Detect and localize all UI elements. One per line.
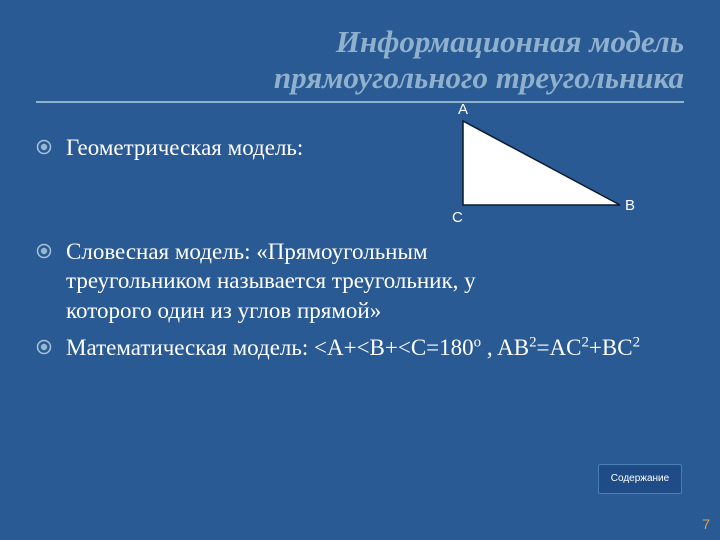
title-underline (36, 101, 684, 103)
bullet-icon (36, 339, 52, 355)
vertex-label-b: B (625, 197, 635, 214)
triangle-shape (430, 115, 650, 225)
b3-degree: o (474, 334, 481, 350)
b3-sup1: 2 (529, 334, 536, 350)
bullet-icon (36, 243, 52, 259)
b3-mid2: =AC (537, 335, 582, 360)
page-number: 7 (702, 516, 710, 532)
bullet-3-text: Математическая модель: <A+<B+<C=180o , A… (66, 333, 640, 362)
bullet-icon (36, 139, 52, 155)
slide-title: Информационная модель прямоугольного тре… (36, 24, 684, 95)
b3-sup3: 2 (633, 334, 640, 350)
title-line1: Информационная модель (336, 24, 684, 59)
b3-mid: , AB (481, 335, 529, 360)
title-line2: прямоугольного треугольника (274, 60, 684, 95)
bullet-1-text: Геометрическая модель: (66, 133, 303, 162)
bullet-3: Математическая модель: <A+<B+<C=180o , A… (36, 333, 684, 362)
vertex-label-a: A (458, 101, 468, 118)
slide: Информационная модель прямоугольного тре… (0, 0, 720, 540)
b3-prefix: Математическая модель: <A+<B+<C=180 (66, 335, 474, 360)
contents-button[interactable]: Содержание (598, 464, 682, 494)
b3-sup2: 2 (581, 334, 588, 350)
triangle-diagram: A B C (430, 115, 650, 255)
vertex-label-c: C (452, 209, 463, 226)
b3-mid3: +BC (589, 335, 633, 360)
contents-button-label: Содержание (611, 474, 669, 484)
